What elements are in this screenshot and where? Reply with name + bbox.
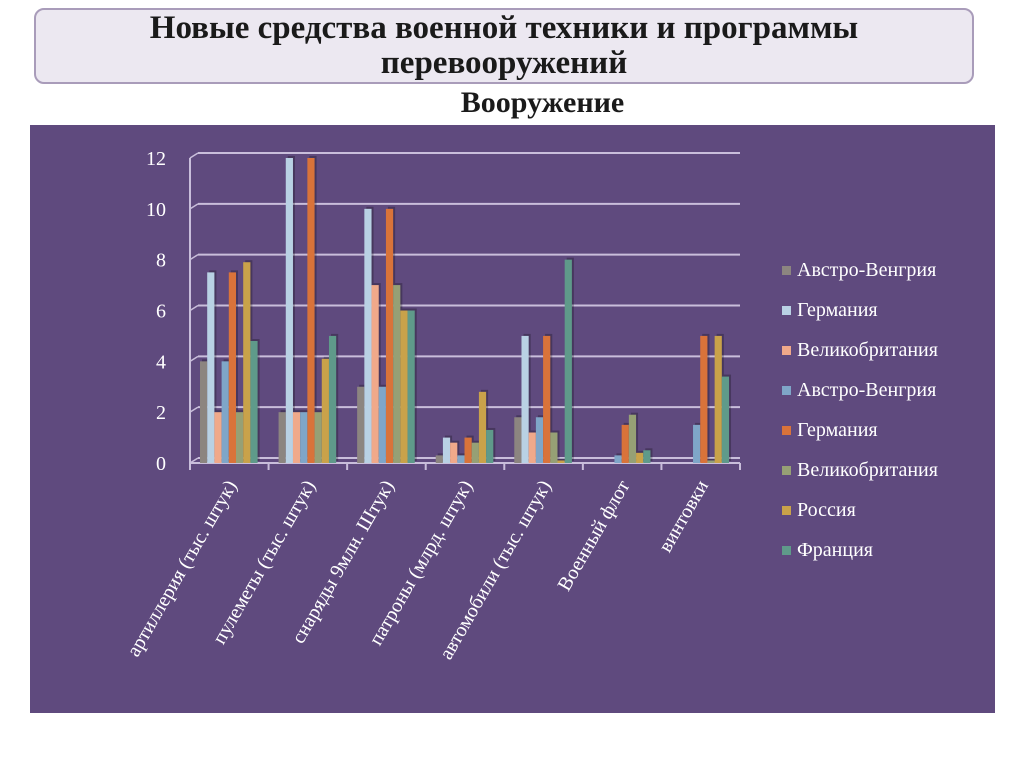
bar xyxy=(378,386,386,463)
bar-side xyxy=(709,458,717,461)
gridline-depth xyxy=(189,152,199,159)
legend-swatch xyxy=(782,506,791,515)
bar xyxy=(721,376,730,463)
bar xyxy=(621,424,629,463)
bar xyxy=(550,432,558,463)
bar xyxy=(328,335,337,463)
legend-label: Австро-Венгрия xyxy=(797,379,936,401)
bar xyxy=(442,437,451,463)
bar xyxy=(285,158,293,463)
gridline-depth xyxy=(189,304,199,312)
bar xyxy=(207,272,215,463)
bar xyxy=(628,414,637,463)
bar xyxy=(400,310,408,463)
y-tick-label: 0 xyxy=(156,453,166,475)
bar xyxy=(236,412,244,463)
bar xyxy=(464,437,472,463)
bar xyxy=(371,285,379,463)
legend-label: Россия xyxy=(797,499,856,521)
bar xyxy=(278,412,286,463)
bar xyxy=(364,208,372,463)
legend-swatch xyxy=(782,466,791,475)
gridline-depth xyxy=(189,355,199,362)
chart-title: Вооружение xyxy=(460,86,625,119)
gridline-depth xyxy=(189,254,199,261)
bar xyxy=(643,450,651,463)
title-box xyxy=(34,8,974,84)
bar xyxy=(357,386,365,463)
bar xyxy=(200,361,208,463)
bar xyxy=(707,460,715,463)
bar xyxy=(307,158,315,463)
bar xyxy=(393,285,401,463)
bar xyxy=(700,335,708,463)
bar xyxy=(250,341,258,463)
bar xyxy=(535,417,544,463)
y-tick-label: 2 xyxy=(156,402,166,424)
bar xyxy=(221,361,229,463)
legend-label: Великобритания xyxy=(797,339,938,361)
bar xyxy=(528,432,536,463)
legend-label: Великобритания xyxy=(797,459,938,481)
bar xyxy=(314,412,322,463)
bar xyxy=(214,412,222,463)
bar-side xyxy=(559,458,567,461)
bar xyxy=(457,455,465,463)
legend-label: Германия xyxy=(797,419,878,441)
legend-label: Франция xyxy=(797,539,873,561)
bar xyxy=(471,442,479,463)
bar xyxy=(486,429,494,463)
bar xyxy=(478,391,487,463)
legend-swatch xyxy=(782,306,791,315)
y-tick-label: 6 xyxy=(156,301,166,323)
bar xyxy=(543,335,551,463)
legend-label: Австро-Венгрия xyxy=(797,259,936,281)
y-tick-label: 8 xyxy=(156,250,166,272)
gridline-depth xyxy=(189,406,199,413)
gridline-depth xyxy=(189,203,199,210)
bar xyxy=(636,452,644,463)
legend-swatch xyxy=(782,346,791,355)
legend-label: Германия xyxy=(797,299,878,321)
legend-swatch xyxy=(782,386,791,395)
bar xyxy=(300,412,308,463)
bar xyxy=(407,310,415,463)
y-tick-label: 10 xyxy=(146,199,166,221)
legend-swatch xyxy=(782,426,791,435)
legend-swatch xyxy=(782,546,791,555)
bar xyxy=(514,417,522,463)
bar xyxy=(714,335,722,463)
bar xyxy=(693,424,701,463)
bar xyxy=(557,460,565,463)
bar xyxy=(564,259,572,463)
legend-swatch xyxy=(782,266,791,275)
bar xyxy=(243,262,251,463)
y-tick-label: 12 xyxy=(146,148,166,170)
bar xyxy=(385,208,394,463)
bar xyxy=(228,272,236,463)
bar xyxy=(614,455,622,463)
bar xyxy=(321,358,329,463)
bar xyxy=(450,442,458,463)
slide-title: Новые средства военной техники и програм… xyxy=(149,10,859,81)
bar xyxy=(435,455,443,463)
bar xyxy=(292,412,301,463)
bar xyxy=(521,335,529,463)
y-tick-label: 4 xyxy=(156,351,166,373)
